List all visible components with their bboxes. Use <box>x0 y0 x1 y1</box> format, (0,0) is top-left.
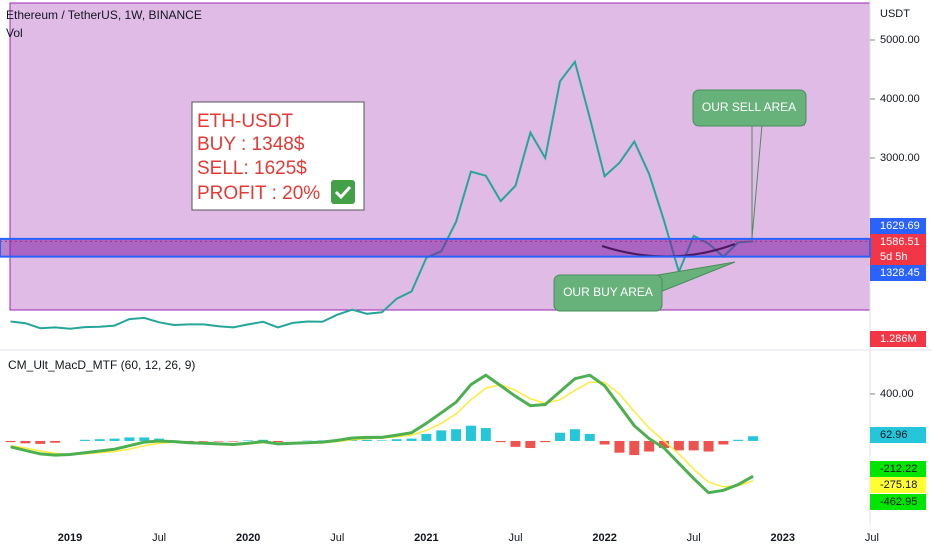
x-tick-label: Jul <box>152 532 166 544</box>
callout-box <box>553 274 663 312</box>
box-line: ETH-USDT <box>197 111 293 132</box>
histogram-bar <box>510 440 521 447</box>
x-tick-label: Jul <box>330 532 344 544</box>
indicator-title: CM_Ult_MacD_MTF (60, 12, 26, 9) <box>8 358 195 372</box>
histogram-bar <box>451 429 462 441</box>
volume-title: Vol <box>6 26 23 40</box>
histogram-bar <box>198 440 209 442</box>
histogram-bar <box>733 439 744 441</box>
price-badge-label: 1586.51 <box>880 236 920 248</box>
price-band <box>0 237 871 258</box>
value-badge-label: -212.22 <box>880 463 917 475</box>
histogram-bar <box>436 430 447 441</box>
buy-callout: OUR BUY AREA <box>553 261 736 312</box>
price-badge-label: 1328.45 <box>880 267 920 279</box>
price-badge <box>870 265 926 281</box>
check-mark <box>334 185 352 200</box>
histogram-bar <box>79 439 90 441</box>
value-badge <box>870 494 926 510</box>
histogram-bar <box>124 437 135 441</box>
x-tick-label: Jul <box>687 532 701 544</box>
histogram-bar <box>659 440 669 449</box>
value-badge <box>870 461 926 477</box>
box-line: SELL: 1625$ <box>197 158 307 179</box>
value-badge <box>870 477 926 493</box>
x-tick-label: 2019 <box>58 532 82 544</box>
histogram-bar <box>644 440 655 452</box>
x-tick-label: 2020 <box>236 532 260 544</box>
histogram-bar <box>421 433 432 441</box>
histogram-bar <box>362 439 372 441</box>
histogram-bar <box>480 428 491 441</box>
histogram-bar <box>20 440 31 444</box>
range-zone <box>9 2 871 311</box>
y-tick-label: 3000.00 <box>880 152 920 164</box>
histogram-bar <box>228 440 239 442</box>
histogram-bar <box>748 436 759 441</box>
histogram-bar <box>109 438 120 441</box>
histogram-bar <box>35 440 46 444</box>
value-badge-label: -275.18 <box>880 479 917 491</box>
histogram-bar <box>213 440 224 442</box>
box-line: PROFIT : 20% <box>197 183 320 204</box>
chart-title: Ethereum / TetherUS, 1W, BINANCE <box>6 8 202 22</box>
y-axis-label: USDT <box>880 8 910 20</box>
histogram-bar <box>376 440 387 441</box>
y-tick-label: 4000.00 <box>880 93 920 105</box>
x-tick-label: Jul <box>865 532 879 544</box>
price-badge <box>870 234 926 266</box>
histogram-bar <box>703 440 714 452</box>
histogram-bar <box>555 432 566 441</box>
x-tick-label: 2021 <box>414 532 438 544</box>
callout-box <box>692 89 807 127</box>
x-tick-label: 2023 <box>771 532 795 544</box>
check-icon <box>331 180 355 204</box>
histogram-bar <box>272 440 283 443</box>
histogram-bar <box>50 440 61 443</box>
histogram-bar <box>243 440 254 441</box>
callout-pointer <box>639 261 736 293</box>
macd-line <box>10 373 754 495</box>
histogram-bar <box>614 440 625 453</box>
y-tick-label: 5000.00 <box>880 34 920 46</box>
histogram-bar <box>599 440 610 445</box>
callout-text: OUR BUY AREA <box>563 285 653 299</box>
value-badge <box>870 427 926 443</box>
histogram-bar <box>94 439 105 441</box>
value-badge-label: 62.96 <box>880 429 908 441</box>
histogram-bar <box>540 440 551 443</box>
histogram-bar <box>584 433 595 441</box>
price-badge <box>870 218 926 234</box>
histogram-bar <box>5 440 16 443</box>
histogram-bar <box>465 425 476 441</box>
y-tick-label: 400.00 <box>880 388 914 400</box>
price-line <box>10 59 754 330</box>
histogram-bar <box>406 438 417 441</box>
histogram-bar <box>718 440 729 445</box>
histogram-bar <box>139 437 150 441</box>
histogram-bar <box>688 440 699 451</box>
box-line: BUY : 1348$ <box>197 134 305 155</box>
histogram-bar <box>525 440 536 449</box>
callout-text: OUR SELL AREA <box>702 100 796 114</box>
histogram-bar <box>495 440 506 443</box>
sell-callout: OUR SELL AREA <box>692 89 807 239</box>
histogram-bar <box>569 429 580 441</box>
histogram-bar <box>391 439 402 441</box>
trade-box: ETH-USDT BUY : 1348$ SELL: 1625$ PROFIT … <box>191 101 365 211</box>
histogram-bar <box>629 440 640 456</box>
countdown: 5d 5h <box>880 251 908 263</box>
histogram-bar <box>673 440 684 451</box>
x-tick-label: 2022 <box>592 532 616 544</box>
value-badge-label: -462.95 <box>880 496 917 508</box>
volume-label: 1.286M <box>880 333 917 345</box>
price-badge-label: 1629.69 <box>880 220 920 232</box>
x-tick-label: Jul <box>508 532 522 544</box>
volume-badge <box>870 331 926 347</box>
